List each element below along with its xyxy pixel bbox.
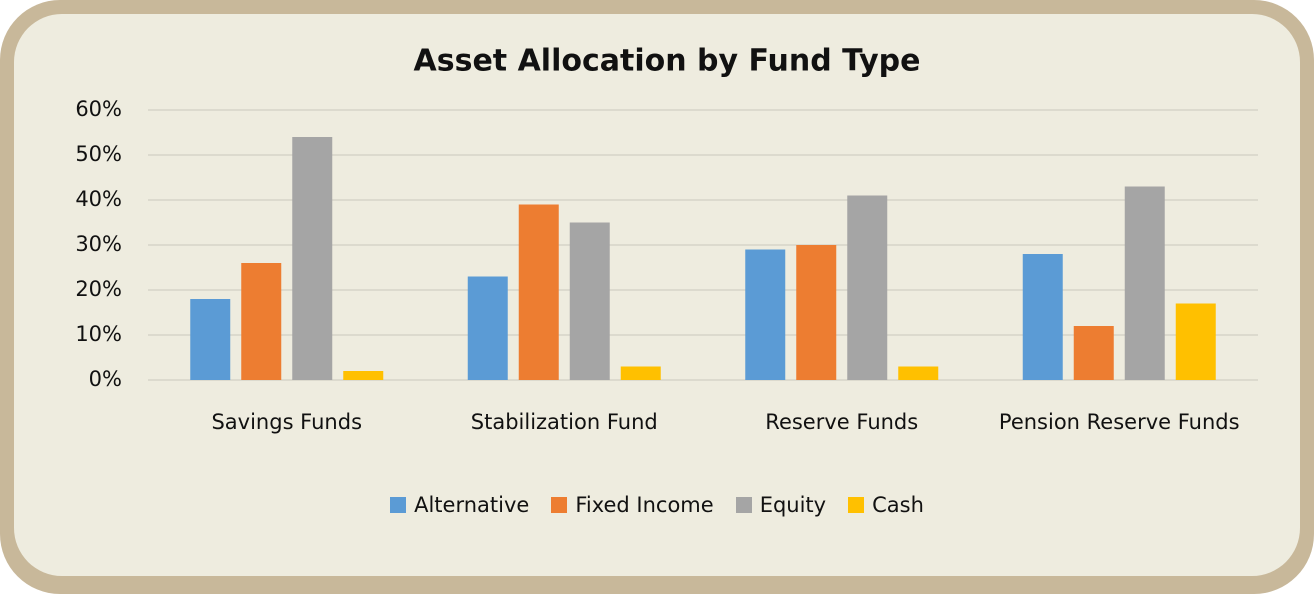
bar	[343, 371, 384, 380]
legend-swatch	[551, 497, 568, 513]
bar	[518, 204, 559, 380]
legend: Alternative Fixed Income Equity Cash	[0, 493, 1314, 517]
bar	[292, 137, 333, 380]
bar	[1175, 303, 1216, 380]
bar	[1022, 254, 1063, 380]
y-tick-label: 10%	[75, 322, 122, 346]
legend-item: Equity	[735, 493, 827, 517]
legend-swatch	[390, 497, 407, 513]
legend-label: Alternative	[414, 493, 530, 517]
bar	[796, 245, 837, 380]
bar	[467, 276, 508, 380]
y-tick-label: 20%	[75, 277, 122, 301]
bar	[1124, 186, 1165, 380]
y-tick-label: 50%	[75, 142, 122, 166]
legend-label: Fixed Income	[575, 493, 714, 517]
legend-item: Cash	[848, 493, 924, 517]
bar	[190, 299, 231, 380]
legend-swatch	[735, 497, 752, 513]
bar	[1073, 326, 1114, 380]
x-tick-label: Stabilization Fund	[470, 410, 658, 434]
bar	[241, 263, 282, 380]
bar	[847, 195, 888, 380]
x-tick-label: Pension Reserve Funds	[998, 410, 1240, 434]
legend-label: Cash	[872, 493, 924, 517]
x-tick-label: Reserve Funds	[765, 410, 919, 434]
chart-title: Asset Allocation by Fund Type	[414, 44, 921, 79]
y-tick-label: 60%	[75, 97, 122, 121]
legend-label: Equity	[759, 493, 827, 517]
legend-swatch	[848, 497, 865, 513]
bar	[569, 222, 610, 380]
bar	[620, 366, 661, 380]
bar	[898, 366, 939, 380]
bar	[745, 249, 786, 380]
legend-item: Fixed Income	[551, 493, 714, 517]
y-tick-label: 0%	[89, 367, 122, 391]
y-tick-label: 30%	[75, 232, 122, 256]
legend-item: Alternative	[390, 493, 529, 517]
x-tick-label: Savings Funds	[211, 410, 363, 434]
panel	[14, 14, 1300, 576]
y-tick-label: 40%	[75, 187, 122, 211]
